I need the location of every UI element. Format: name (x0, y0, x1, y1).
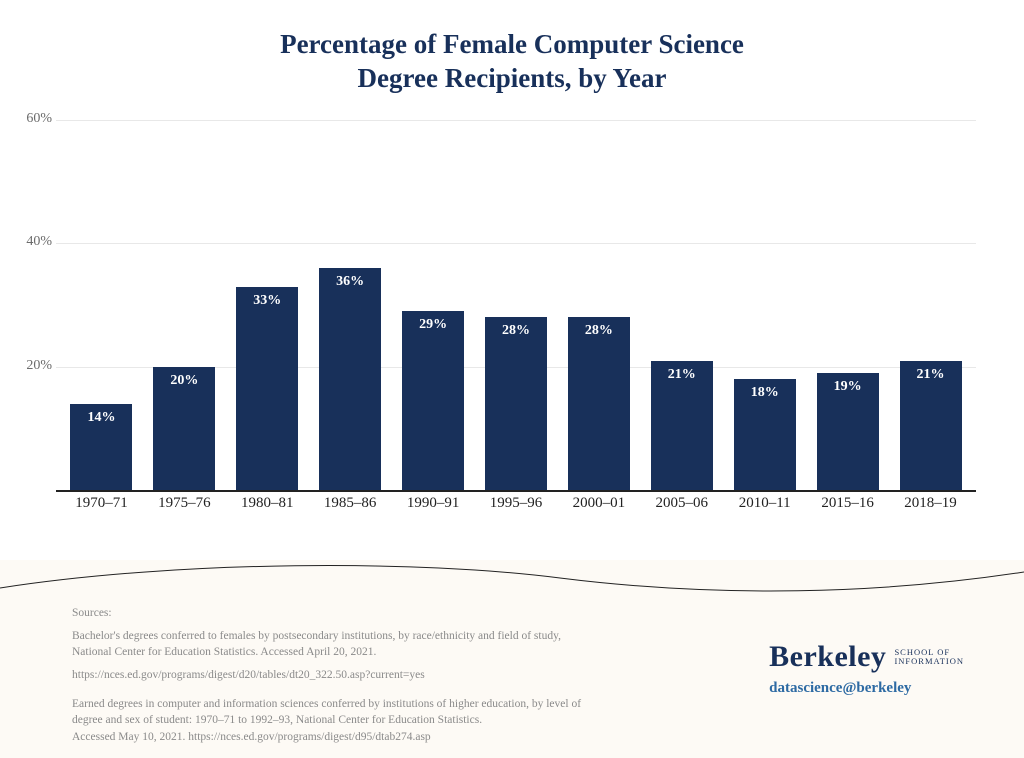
bar: 36% (319, 268, 381, 490)
source-1-url: https://nces.ed.gov/programs/digest/d20/… (72, 667, 692, 684)
logo-sub-line2: INFORMATION (894, 657, 964, 666)
bar-value-label: 29% (402, 317, 464, 333)
y-tick-label: 40% (14, 234, 52, 250)
bar-value-label: 36% (319, 274, 381, 290)
bar: 33% (236, 287, 298, 491)
bar-slot: 33% (226, 287, 309, 491)
x-axis-labels: 1970–711975–761980–811985–861990–911995–… (56, 495, 976, 512)
bar: 18% (734, 379, 796, 490)
source-block-1: Bachelor's degrees conferred to females … (72, 628, 692, 684)
bar-slot: 14% (60, 404, 143, 490)
bar: 29% (402, 311, 464, 490)
bar: 19% (817, 373, 879, 490)
bar-slot: 19% (806, 373, 889, 490)
chart-title-line2: Degree Recipients, by Year (0, 62, 1024, 96)
x-tick-label: 2005–06 (640, 495, 723, 512)
x-tick-label: 1970–71 (60, 495, 143, 512)
x-tick-label: 2000–01 (557, 495, 640, 512)
bar-value-label: 28% (568, 323, 630, 339)
bar: 21% (651, 361, 713, 491)
bar-slot: 36% (309, 268, 392, 490)
bar-slot: 18% (723, 379, 806, 490)
x-tick-label: 1990–91 (392, 495, 475, 512)
bar: 28% (568, 317, 630, 490)
y-tick-label: 20% (14, 358, 52, 374)
bar-slot: 29% (392, 311, 475, 490)
x-tick-label: 1980–81 (226, 495, 309, 512)
bar: 20% (153, 367, 215, 490)
x-tick-label: 1985–86 (309, 495, 392, 512)
bar-slot: 28% (475, 317, 558, 490)
logo-row: Berkeley SCHOOL OF INFORMATION (769, 640, 964, 674)
x-tick-label: 2010–11 (723, 495, 806, 512)
bar-value-label: 21% (900, 367, 962, 383)
bar-value-label: 19% (817, 379, 879, 395)
bar-slot: 20% (143, 367, 226, 490)
bar-value-label: 21% (651, 367, 713, 383)
logo-wordmark: Berkeley (769, 640, 886, 674)
x-tick-label: 1975–76 (143, 495, 226, 512)
bar-slot: 28% (557, 317, 640, 490)
plot-area: 20%40%60%14%20%33%36%29%28%28%21%18%19%2… (56, 120, 976, 490)
chart-panel: Percentage of Female Computer Science De… (0, 0, 1024, 560)
x-tick-label: 2015–16 (806, 495, 889, 512)
bar-value-label: 14% (70, 410, 132, 426)
bar: 28% (485, 317, 547, 490)
sources-footer: Sources: Bachelor's degrees conferred to… (72, 605, 692, 758)
bar-value-label: 20% (153, 373, 215, 389)
chart-title-line1: Percentage of Female Computer Science (0, 28, 1024, 62)
chart-title: Percentage of Female Computer Science De… (0, 0, 1024, 96)
berkeley-logo: Berkeley SCHOOL OF INFORMATION datascien… (769, 640, 964, 697)
bar-value-label: 28% (485, 323, 547, 339)
x-tick-label: 1995–96 (475, 495, 558, 512)
bar-value-label: 33% (236, 293, 298, 309)
source-2-line-2: degree and sex of student: 1970–71 to 19… (72, 712, 692, 729)
source-1-line-1: Bachelor's degrees conferred to females … (72, 628, 692, 645)
logo-tagline: datascience@berkeley (769, 680, 964, 697)
sources-heading: Sources: (72, 605, 692, 622)
source-2-line-1: Earned degrees in computer and informati… (72, 696, 692, 713)
bar-value-label: 18% (734, 385, 796, 401)
source-2-line-3: Accessed May 10, 2021. https://nces.ed.g… (72, 729, 692, 746)
bar: 14% (70, 404, 132, 490)
source-block-2: Earned degrees in computer and informati… (72, 696, 692, 746)
source-1-line-2: National Center for Education Statistics… (72, 644, 692, 661)
logo-subtext: SCHOOL OF INFORMATION (894, 648, 964, 667)
bar-slot: 21% (889, 361, 972, 491)
bar-slot: 21% (640, 361, 723, 491)
bar: 21% (900, 361, 962, 491)
bars-container: 14% 20% 33% 36% 29% 28% 28% 21% 18% 19% 21% (56, 120, 976, 490)
wave-divider (0, 558, 1024, 598)
x-tick-label: 2018–19 (889, 495, 972, 512)
y-tick-label: 60% (14, 111, 52, 127)
x-axis-baseline (56, 490, 976, 492)
